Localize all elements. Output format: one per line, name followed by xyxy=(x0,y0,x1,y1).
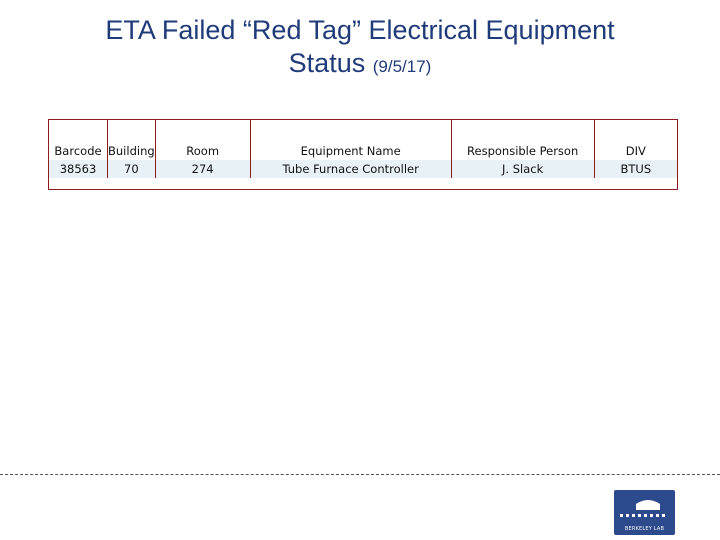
cell-barcode: 38563 xyxy=(49,160,108,178)
slide-title-status: Status xyxy=(288,48,366,78)
slide-title: ETA Failed “Red Tag” Electrical Equipmen… xyxy=(0,14,720,83)
table-header-row: Barcode Building Room Equipment Name Res… xyxy=(49,120,677,160)
berkeley-lab-logo-text: BERKELEY LAB xyxy=(624,526,665,532)
cell-div: BTUS xyxy=(593,160,677,178)
header-equipment-name: Equipment Name xyxy=(249,120,452,160)
table-row: 38563 70 274 Tube Furnace Controller J. … xyxy=(49,160,677,178)
cell-responsible-person: J. Slack xyxy=(450,160,595,178)
header-barcode: Barcode xyxy=(54,144,102,158)
header-responsible-person: Responsible Person xyxy=(450,120,595,160)
cell-building: 70 xyxy=(107,160,156,178)
slide-title-date: (9/5/17) xyxy=(372,57,432,76)
header-div: DIV xyxy=(593,120,677,160)
berkeley-lab-logo-icon xyxy=(620,500,665,517)
footer-divider xyxy=(0,474,720,475)
slide-title-line2: Status (9/5/17) xyxy=(0,47,720,83)
header-building: Building xyxy=(107,120,156,160)
cell-equipment-name: Tube Furnace Controller xyxy=(249,160,452,178)
berkeley-lab-logo: BERKELEY LAB xyxy=(614,490,675,535)
header-room: Room xyxy=(154,120,251,160)
cell-room: 274 xyxy=(154,160,251,178)
slide-title-line1: ETA Failed “Red Tag” Electrical Equipmen… xyxy=(105,15,615,45)
equipment-table: Barcode Building Room Equipment Name Res… xyxy=(48,119,678,190)
